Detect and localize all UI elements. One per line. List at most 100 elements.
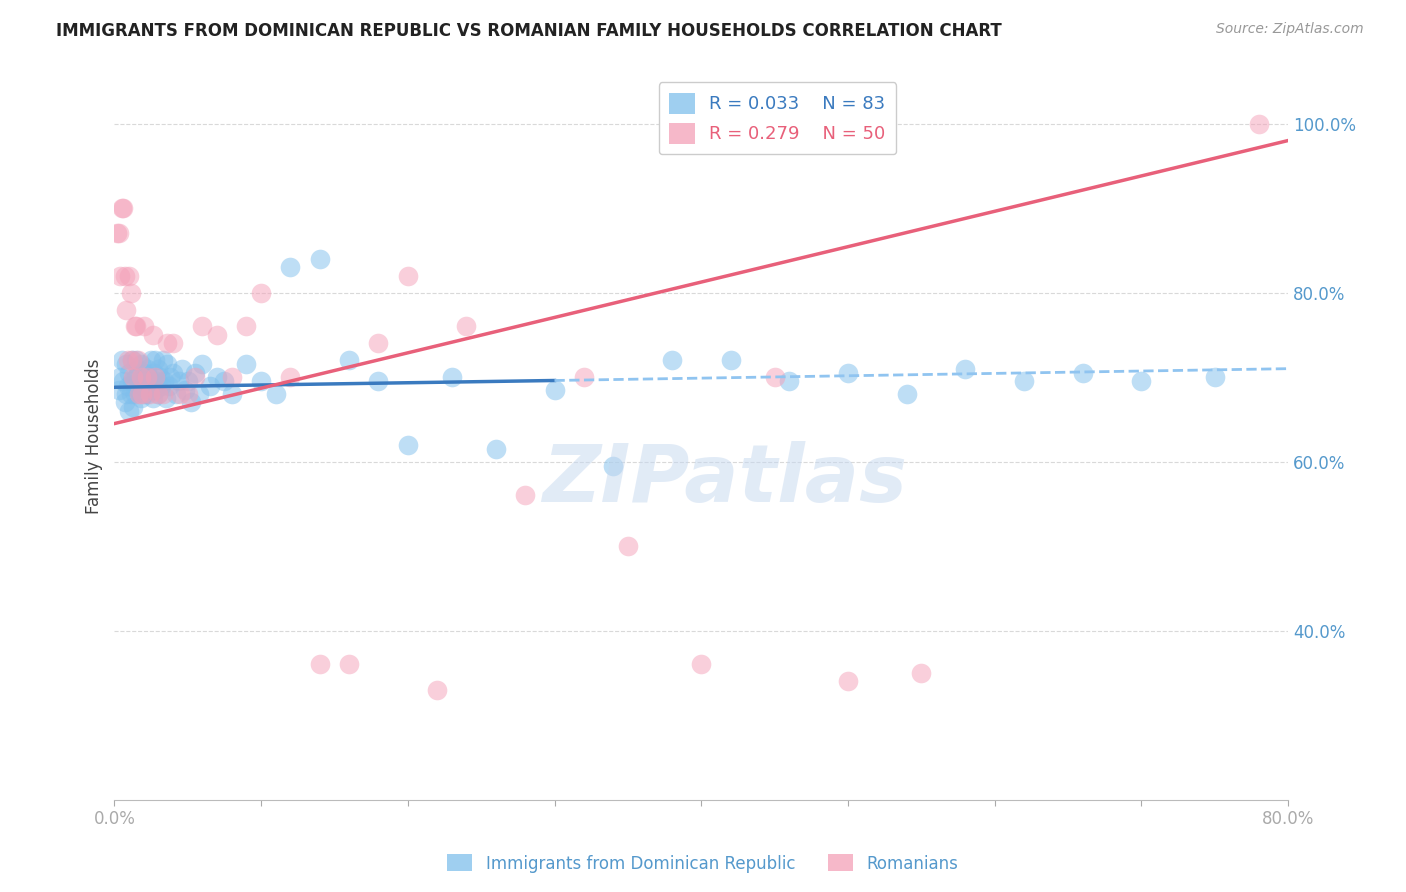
Point [136, 370, 159, 384]
Point [188, 387, 211, 401]
Point [184, 366, 207, 380]
Point [139, 353, 162, 368]
Point [108, 383, 131, 397]
Point [110, 268, 132, 283]
Point [112, 201, 135, 215]
Point [146, 375, 169, 389]
Point [152, 353, 174, 368]
Point [112, 375, 135, 389]
Text: IMMIGRANTS FROM DOMINICAN REPUBLIC VS ROMANIAN FAMILY HOUSEHOLDS CORRELATION CHA: IMMIGRANTS FROM DOMINICAN REPUBLIC VS RO… [56, 22, 1002, 40]
Point [184, 370, 207, 384]
Point [165, 387, 187, 401]
Point [955, 361, 977, 376]
Point [132, 366, 155, 380]
Point [117, 353, 139, 368]
Legend: R = 0.033    N = 83, R = 0.279    N = 50: R = 0.033 N = 83, R = 0.279 N = 50 [658, 82, 896, 154]
Point [308, 252, 330, 266]
Y-axis label: Family Households: Family Households [86, 359, 103, 514]
Point [367, 375, 389, 389]
Point [128, 375, 150, 389]
Point [143, 366, 166, 380]
Point [159, 370, 181, 384]
Point [135, 370, 157, 384]
Point [115, 302, 138, 317]
Point [308, 657, 330, 672]
Point [191, 319, 214, 334]
Point [396, 268, 419, 283]
Point [235, 319, 257, 334]
Point [177, 387, 200, 401]
Point [337, 353, 360, 368]
Point [837, 674, 859, 689]
Point [149, 370, 172, 384]
Point [139, 375, 162, 389]
Point [763, 370, 786, 384]
Point [173, 383, 195, 397]
Point [145, 353, 167, 368]
Point [145, 370, 167, 384]
Point [148, 387, 170, 401]
Point [115, 358, 138, 372]
Point [118, 366, 141, 380]
Point [169, 387, 191, 401]
Point [125, 319, 148, 334]
Point [118, 268, 141, 283]
Legend: Immigrants from Dominican Republic, Romanians: Immigrants from Dominican Republic, Roma… [440, 847, 966, 880]
Point [122, 370, 145, 384]
Point [661, 353, 683, 368]
Point [602, 458, 624, 473]
Point [778, 375, 800, 389]
Point [114, 395, 136, 409]
Point [142, 391, 165, 405]
Point [214, 375, 236, 389]
Point [543, 383, 565, 397]
Point [1204, 370, 1226, 384]
Point [152, 387, 174, 401]
Point [124, 387, 146, 401]
Point [129, 391, 152, 405]
Point [150, 378, 173, 392]
Point [157, 378, 180, 392]
Point [221, 370, 243, 384]
Point [131, 387, 153, 401]
Point [1130, 375, 1153, 389]
Point [121, 353, 143, 368]
Point [337, 657, 360, 672]
Point [132, 319, 155, 334]
Point [896, 387, 918, 401]
Point [235, 358, 257, 372]
Point [280, 260, 302, 275]
Point [125, 370, 148, 384]
Point [456, 319, 478, 334]
Point [250, 375, 273, 389]
Point [485, 442, 508, 456]
Point [162, 366, 184, 380]
Point [153, 375, 176, 389]
Point [221, 387, 243, 401]
Point [127, 353, 149, 368]
Point [426, 682, 449, 697]
Point [111, 353, 134, 368]
Text: ZIPatlas: ZIPatlas [543, 441, 907, 519]
Point [135, 361, 157, 376]
Point [117, 378, 139, 392]
Point [134, 375, 156, 389]
Point [138, 383, 160, 397]
Point [129, 358, 152, 372]
Point [690, 657, 713, 672]
Point [250, 285, 273, 300]
Point [125, 353, 148, 368]
Point [1012, 375, 1035, 389]
Point [1071, 366, 1094, 380]
Point [910, 665, 932, 680]
Point [131, 378, 153, 392]
Point [127, 383, 149, 397]
Point [367, 336, 389, 351]
Point [148, 387, 170, 401]
Point [156, 336, 179, 351]
Point [440, 370, 463, 384]
Point [121, 353, 143, 368]
Point [156, 358, 179, 372]
Point [135, 387, 157, 401]
Point [132, 387, 155, 401]
